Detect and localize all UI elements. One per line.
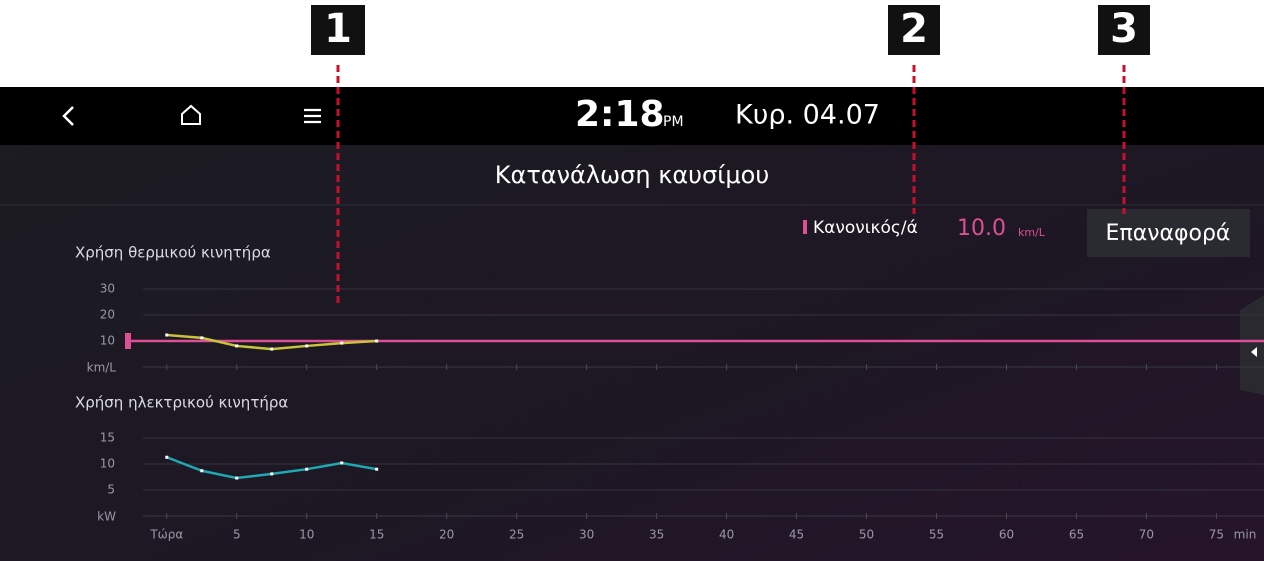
y-tick-label: 20 <box>100 308 115 322</box>
side-tab-arrow[interactable] <box>1251 347 1257 357</box>
callout-label: 2 <box>900 6 928 52</box>
data-point <box>270 472 274 476</box>
white-margin <box>0 0 1264 87</box>
x-tick-label: 15 <box>369 528 384 542</box>
x-tick-label: 35 <box>649 528 664 542</box>
data-point <box>375 467 379 471</box>
screen-background <box>0 87 1264 561</box>
menu-icon[interactable] <box>304 108 321 124</box>
data-point <box>235 344 239 348</box>
x-unit: min <box>1234 528 1257 542</box>
y-tick-label: 15 <box>100 431 115 445</box>
clock-time: 2:18 <box>575 94 665 135</box>
x-tick-label: 65 <box>1069 528 1084 542</box>
home-icon[interactable] <box>181 104 201 125</box>
average-label: Κανονικός/ά <box>813 218 918 238</box>
y-tick-label: 30 <box>100 282 115 296</box>
x-tick-label: 55 <box>929 528 944 542</box>
data-point <box>340 341 344 345</box>
data-point <box>235 476 239 480</box>
date: Κυρ. 04.07 <box>735 100 880 131</box>
average-handle <box>125 333 131 349</box>
data-point <box>375 339 379 343</box>
data-point <box>340 461 344 465</box>
y-unit: kW <box>97 510 116 524</box>
side-tab[interactable] <box>1240 295 1264 395</box>
x-tick-label: 20 <box>439 528 454 542</box>
y-tick-label: 5 <box>107 483 115 497</box>
chart-title: Χρήση ηλεκτρικού κινητήρα <box>75 394 288 412</box>
x-tick-label: 50 <box>859 528 874 542</box>
data-point <box>165 455 169 459</box>
data-point <box>305 467 309 471</box>
callout-box <box>888 5 940 55</box>
average-unit: km/L <box>1018 226 1046 239</box>
callout-label: 1 <box>324 6 352 52</box>
reset-button-label[interactable]: Επαναφορά <box>1106 221 1231 246</box>
y-tick-label: 10 <box>100 457 115 471</box>
status-bar <box>0 87 1264 145</box>
x-tick-label: 75 <box>1209 528 1224 542</box>
data-point <box>305 344 309 348</box>
x-tick-label: 5 <box>233 528 241 542</box>
page-title: Κατανάλωση καυσίμου <box>495 161 769 189</box>
data-point <box>200 336 204 340</box>
y-tick-label: 10 <box>100 334 115 348</box>
x-tick-label: 45 <box>789 528 804 542</box>
reset-button[interactable] <box>1087 209 1250 257</box>
data-point <box>270 347 274 351</box>
callout-box <box>1098 5 1150 55</box>
x-tick-label: 60 <box>999 528 1014 542</box>
x-tick-label: 70 <box>1139 528 1154 542</box>
chart-title: Χρήση θερμικού κινητήρα <box>75 244 271 262</box>
x-tick-label: 25 <box>509 528 524 542</box>
x-tick-label: 40 <box>719 528 734 542</box>
x-tick-label: Τώρα <box>149 528 183 542</box>
callout-label: 3 <box>1110 6 1138 52</box>
average-value: 10.0 <box>957 216 1006 241</box>
back-icon[interactable] <box>62 106 74 126</box>
data-point <box>200 469 204 473</box>
y-unit: km/L <box>87 361 117 375</box>
x-tick-label: 10 <box>299 528 314 542</box>
data-point <box>165 333 169 337</box>
clock-ampm: PM <box>663 114 684 130</box>
callout-box <box>311 5 365 55</box>
x-tick-label: 30 <box>579 528 594 542</box>
average-marker <box>803 220 807 234</box>
